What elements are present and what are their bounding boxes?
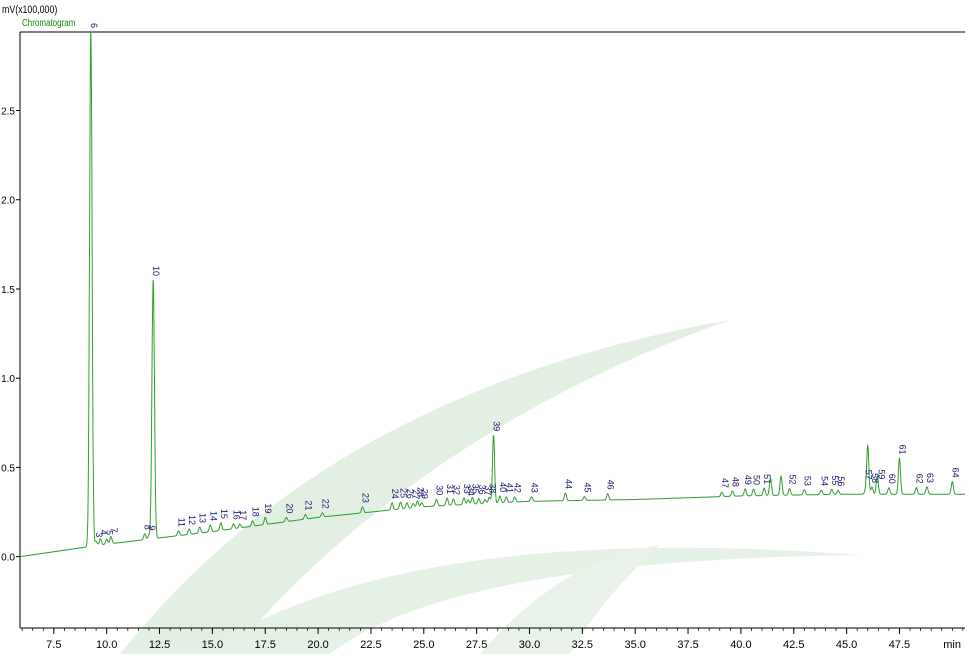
peak-label: 57: [864, 470, 874, 480]
peak-label: 36: [477, 485, 487, 495]
x-tick-label: 42.5: [783, 639, 804, 651]
x-axis-label: min: [943, 639, 961, 651]
y-axis-label: mV(x100,000): [2, 4, 58, 16]
peak-label: 9: [147, 526, 157, 531]
peak-label: 22: [320, 499, 330, 509]
x-tick-label: 15.0: [202, 639, 223, 651]
peak-label: 49: [743, 475, 753, 485]
peak-label: 21: [303, 500, 313, 510]
peak-label: 56: [836, 476, 846, 486]
y-tick-label: 0.5: [1, 463, 15, 474]
peak-label: 11: [177, 518, 187, 527]
peak-label: 7: [109, 528, 119, 533]
x-tick-label: 20.0: [307, 639, 328, 651]
peak-label: 55: [830, 475, 840, 485]
peak-label: 48: [730, 477, 740, 487]
peak-label: 62: [914, 474, 924, 484]
peak-label: 4: [98, 530, 108, 535]
peak-label: 64: [950, 468, 960, 478]
peak-label: 50: [752, 475, 762, 485]
x-tick-label: 37.5: [677, 639, 698, 651]
legend-label: Chromatogram: [22, 18, 76, 29]
peak-label: 39: [492, 421, 502, 431]
peak-label: 16: [232, 510, 242, 520]
peak-label: 25: [399, 488, 409, 498]
x-tick-label: 17.5: [255, 639, 276, 651]
y-tick-label: 2.0: [1, 196, 15, 207]
peak-label: 54: [819, 476, 829, 486]
x-tick-label: 45.0: [836, 639, 857, 651]
x-tick-label: 25.0: [413, 639, 434, 651]
peak-label: 13: [198, 513, 208, 523]
peak-label: 34: [466, 486, 476, 496]
peak-label: 53: [802, 476, 812, 486]
y-tick-label: 0.0: [1, 553, 15, 564]
peak-label: 8: [143, 525, 153, 530]
peak-label: 35: [470, 484, 480, 494]
peak-label: 59: [876, 469, 886, 479]
peak-label: 63: [925, 473, 935, 483]
peak-label: 28: [415, 487, 425, 497]
peak-label: 31: [445, 484, 455, 494]
peak-label: 5: [105, 530, 115, 535]
peak-label: 18: [251, 507, 261, 517]
peak-label: 61: [897, 444, 907, 454]
x-tick-label: 32.5: [572, 639, 593, 651]
peak-label: 32: [451, 485, 461, 495]
peak-label: 14: [208, 511, 218, 521]
peak-label: 17: [238, 510, 248, 520]
peak-label: 51: [762, 474, 772, 484]
peak-label: 47: [720, 478, 730, 488]
peak-label: 42: [513, 483, 523, 493]
watermark-swoosh: [480, 545, 660, 654]
peak-label: 46: [606, 480, 616, 490]
chromatogram-trace: [20, 31, 965, 558]
x-tick-label: 7.5: [46, 639, 61, 651]
peak-label: 23: [360, 493, 370, 503]
peak-label: 12: [187, 515, 197, 525]
peak-label: 43: [530, 483, 540, 493]
x-tick-label: 30.0: [519, 639, 540, 651]
peak-label: 10: [151, 266, 161, 276]
peak-label: 3: [94, 532, 104, 537]
peak-label: 26: [405, 489, 415, 499]
x-tick-label: 22.5: [360, 639, 381, 651]
y-tick-label: 2.5: [1, 107, 15, 118]
peak-label: 58: [870, 473, 880, 483]
y-tick-label: 1.5: [1, 285, 15, 296]
peak-label: 24: [390, 489, 400, 499]
peak-label: 27: [411, 489, 421, 499]
peak-label: 38: [487, 483, 497, 493]
x-tick-label: 27.5: [466, 639, 487, 651]
peak-label: 52: [788, 475, 798, 485]
x-tick-label: 10.0: [96, 639, 117, 651]
peak-label: 60: [887, 474, 897, 484]
peak-label: 45: [582, 483, 592, 493]
x-tick-label: 12.5: [149, 639, 170, 651]
peak-label: 19: [263, 503, 273, 513]
peak-label: 29: [420, 489, 430, 499]
peak-label: 37: [483, 486, 493, 496]
y-tick-label: 1.0: [1, 374, 15, 385]
x-tick-label: 47.5: [889, 639, 910, 651]
peak-label: 6: [89, 23, 99, 28]
x-tick-label: 40.0: [730, 639, 751, 651]
peak-label: 30: [434, 485, 444, 495]
peak-label: 33: [462, 484, 472, 494]
peak-label: 20: [284, 503, 294, 513]
peak-label: 40: [498, 482, 508, 492]
peak-label: 41: [504, 483, 514, 493]
watermark-swoosh: [200, 547, 860, 654]
x-tick-label: 35.0: [624, 639, 645, 651]
peak-label: 15: [219, 509, 229, 519]
peak-label: 44: [563, 479, 573, 489]
watermark-swoosh: [120, 320, 730, 654]
